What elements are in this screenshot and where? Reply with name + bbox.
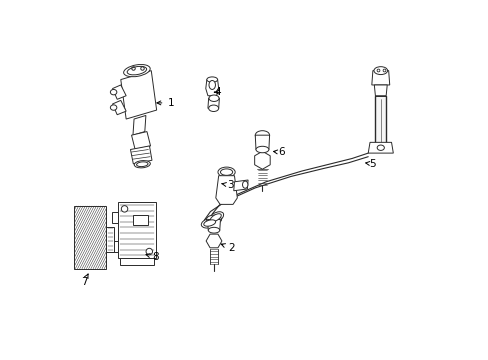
Polygon shape [120, 258, 154, 265]
Polygon shape [371, 71, 389, 85]
Polygon shape [205, 80, 218, 96]
Polygon shape [133, 116, 145, 135]
Polygon shape [255, 135, 269, 149]
Text: 4: 4 [214, 87, 220, 97]
Text: 8: 8 [146, 252, 159, 262]
Ellipse shape [201, 218, 218, 228]
Ellipse shape [206, 77, 217, 82]
Text: 7: 7 [81, 274, 88, 287]
Polygon shape [215, 176, 237, 204]
Ellipse shape [207, 212, 223, 224]
Ellipse shape [121, 206, 127, 212]
Ellipse shape [206, 215, 221, 224]
Ellipse shape [208, 105, 218, 112]
Ellipse shape [203, 220, 215, 226]
Ellipse shape [255, 146, 268, 153]
Polygon shape [207, 98, 219, 108]
Ellipse shape [134, 161, 150, 168]
Ellipse shape [208, 95, 219, 102]
Text: 6: 6 [273, 147, 284, 157]
Text: 5: 5 [365, 159, 375, 169]
Ellipse shape [110, 89, 117, 95]
Polygon shape [206, 234, 222, 248]
Ellipse shape [376, 145, 384, 150]
Polygon shape [367, 142, 392, 153]
Polygon shape [130, 146, 152, 164]
Ellipse shape [123, 64, 150, 77]
Bar [111, 241, 118, 252]
Ellipse shape [146, 248, 152, 255]
Ellipse shape [208, 227, 219, 233]
Ellipse shape [218, 167, 235, 177]
Ellipse shape [242, 181, 247, 188]
Polygon shape [233, 180, 247, 191]
Ellipse shape [127, 66, 146, 75]
Polygon shape [131, 132, 150, 149]
Text: 2: 2 [221, 243, 235, 253]
Text: 1: 1 [157, 98, 174, 108]
Polygon shape [112, 100, 126, 115]
Polygon shape [373, 85, 386, 96]
Bar [118, 202, 155, 258]
Polygon shape [375, 96, 386, 146]
Polygon shape [207, 220, 220, 230]
Ellipse shape [210, 214, 221, 222]
Ellipse shape [208, 81, 215, 89]
Polygon shape [121, 71, 156, 119]
Ellipse shape [255, 131, 269, 140]
Polygon shape [112, 85, 126, 99]
Polygon shape [254, 151, 270, 169]
Bar [111, 212, 118, 223]
Ellipse shape [136, 162, 148, 167]
Ellipse shape [373, 67, 387, 75]
Bar [74, 206, 106, 269]
Ellipse shape [220, 169, 232, 175]
Text: 3: 3 [222, 180, 234, 190]
Ellipse shape [110, 105, 117, 110]
Polygon shape [106, 226, 114, 252]
Bar [133, 215, 148, 225]
